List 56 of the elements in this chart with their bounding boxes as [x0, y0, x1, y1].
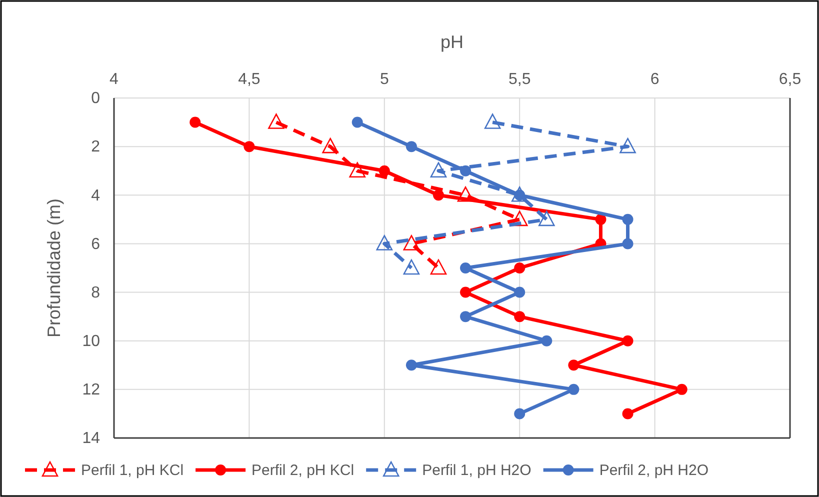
y-axis-title: Profundidade (m) — [44, 198, 64, 338]
x-tick-label: 6 — [650, 71, 660, 88]
y-tick-label: 8 — [91, 284, 100, 302]
x-tick-label: 6,5 — [778, 71, 802, 88]
point — [514, 286, 526, 298]
point — [676, 384, 688, 395]
y-tick-label: 4 — [91, 187, 100, 204]
y-tick-label: 14 — [82, 430, 100, 448]
point — [595, 214, 606, 225]
y-tick-label: 0 — [91, 90, 100, 108]
point — [190, 116, 201, 128]
point — [406, 141, 417, 152]
point — [460, 311, 472, 322]
point — [244, 141, 255, 152]
point — [568, 384, 580, 395]
x-tick-label: 4,5 — [238, 71, 260, 88]
point — [406, 360, 417, 371]
point — [538, 210, 555, 226]
point — [514, 262, 526, 274]
point — [460, 262, 472, 274]
point — [349, 162, 366, 178]
point — [622, 335, 634, 346]
point — [514, 408, 526, 420]
point — [541, 335, 552, 346]
point — [430, 162, 447, 178]
legend-label: Perfil 2, pH H2O — [599, 462, 709, 479]
legend-label: Perfil 2, pH KCl — [252, 462, 354, 479]
point — [620, 138, 636, 154]
y-tick-label: 6 — [91, 236, 100, 253]
point — [376, 235, 393, 250]
point — [460, 165, 472, 176]
point — [622, 214, 634, 225]
point — [352, 116, 363, 128]
point — [403, 259, 420, 275]
y-tick-label: 12 — [82, 382, 100, 399]
point — [322, 138, 338, 154]
y-tick-label: 10 — [82, 332, 100, 350]
legend-label: Perfil 1, pH KCl — [81, 462, 184, 479]
x-tick-label: 4 — [110, 71, 119, 88]
point — [460, 286, 472, 298]
x-axis-title: pH — [440, 32, 464, 52]
x-tick-label: 5,5 — [508, 71, 531, 88]
point — [430, 259, 447, 275]
point — [514, 311, 526, 322]
point — [432, 190, 444, 201]
point — [568, 360, 580, 371]
point — [268, 114, 284, 129]
point — [622, 238, 634, 250]
legend-label: Perfil 1, pH H2O — [422, 462, 532, 479]
point — [622, 408, 634, 420]
point — [457, 186, 474, 202]
x-tick-label: 5 — [380, 71, 389, 88]
point — [378, 165, 390, 176]
point — [403, 235, 420, 250]
y-tick-label: 2 — [91, 138, 100, 156]
point — [484, 114, 501, 129]
